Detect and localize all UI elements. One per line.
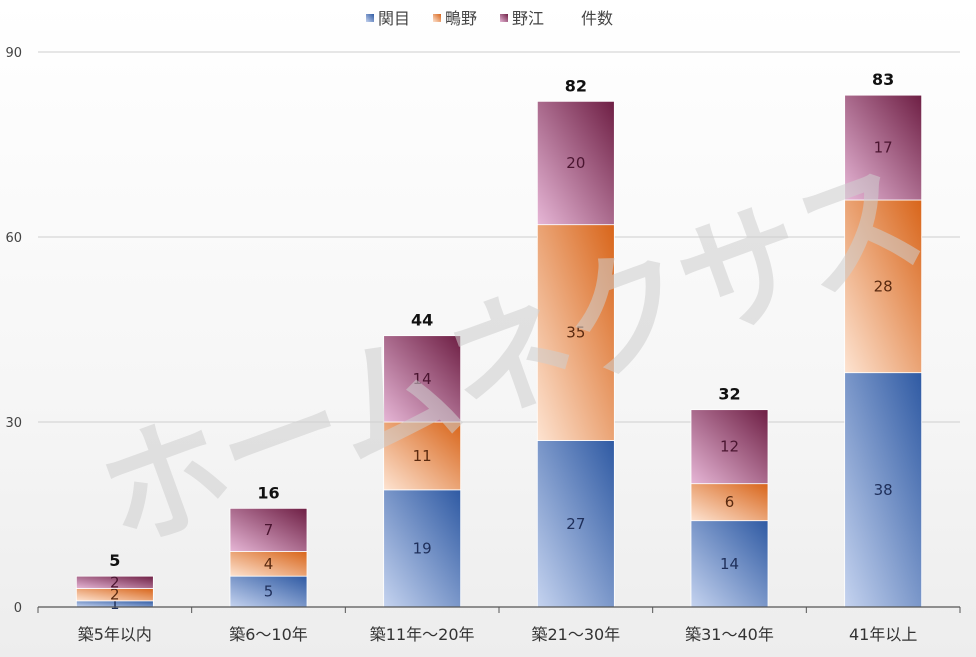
bar-segment-関目 [383, 489, 462, 608]
total-label: 5 [109, 551, 120, 570]
total-label: 44 [411, 311, 433, 330]
data-label: 4 [264, 555, 274, 573]
data-label: 35 [566, 324, 585, 342]
x-category-label: 築6〜10年 [229, 625, 308, 644]
gridlines [38, 51, 960, 423]
total-label: 16 [257, 483, 279, 502]
bar-segment-野江 [536, 100, 615, 226]
bar-segment-鴫野 [844, 199, 923, 374]
data-label: 14 [413, 370, 432, 388]
x-category-label: 築5年以内 [78, 625, 152, 644]
data-label: 6 [725, 493, 735, 511]
bar-segment-鴫野 [229, 551, 308, 577]
bar-segment-野江 [75, 575, 154, 589]
y-axis: 0 30 60 90 [5, 46, 22, 616]
bar-segment-関目 [536, 440, 615, 608]
data-label: 7 [264, 521, 274, 539]
legend-label: 鴫野 [445, 9, 477, 28]
bar-segment-野江 [229, 507, 308, 552]
data-label: 19 [413, 539, 432, 557]
data-label: 5 [264, 583, 274, 601]
x-category-label: 築11年〜20年 [370, 625, 475, 644]
total-label: 82 [565, 76, 587, 95]
x-category-label: 41年以上 [849, 625, 917, 644]
legend-swatch [500, 14, 508, 22]
bar-segment-関目 [690, 520, 769, 608]
data-label: 11 [413, 447, 432, 465]
x-axis: 築5年以内 築6〜10年 築11年〜20年 築21〜30年 築31〜40年 41年以上 [37, 606, 961, 644]
legend: 関目 鴫野 野江 件数 [366, 9, 613, 28]
data-label: 14 [720, 555, 739, 573]
bar-segment-野江 [844, 94, 923, 201]
watermark-text: ホームネクサス [81, 138, 941, 575]
x-category-label: 築31〜40年 [685, 625, 774, 644]
y-tick-label: 30 [5, 416, 22, 431]
bar-segment-鴫野 [536, 224, 615, 441]
data-label: 27 [566, 515, 585, 533]
x-category-label: 築21〜30年 [531, 625, 620, 644]
bar-segment-野江 [383, 335, 462, 423]
data-label: 20 [566, 154, 585, 172]
data-label: 2 [110, 573, 120, 591]
data-label: 2 [110, 586, 120, 604]
y-tick-label: 60 [5, 231, 22, 246]
total-label: 32 [718, 385, 740, 404]
legend-swatch [366, 14, 374, 22]
bar-segment-関目 [229, 575, 308, 608]
data-label: 1 [110, 595, 120, 613]
data-label: 17 [874, 139, 893, 157]
bar-segment-野江 [690, 409, 769, 485]
total-label: 83 [872, 70, 894, 89]
bar-segment-関目 [844, 372, 923, 608]
data-label: 38 [874, 481, 893, 499]
data-label: 12 [720, 438, 739, 456]
legend-label: 野江 [512, 9, 544, 28]
y-tick-label: 0 [14, 601, 22, 616]
legend-swatch [433, 14, 441, 22]
bar-segment-鴫野 [383, 421, 462, 491]
data-label: 28 [874, 277, 893, 295]
legend-label: 関目 [378, 9, 410, 28]
y-tick-label: 90 [5, 46, 22, 61]
legend-label-totals: 件数 [581, 9, 613, 28]
